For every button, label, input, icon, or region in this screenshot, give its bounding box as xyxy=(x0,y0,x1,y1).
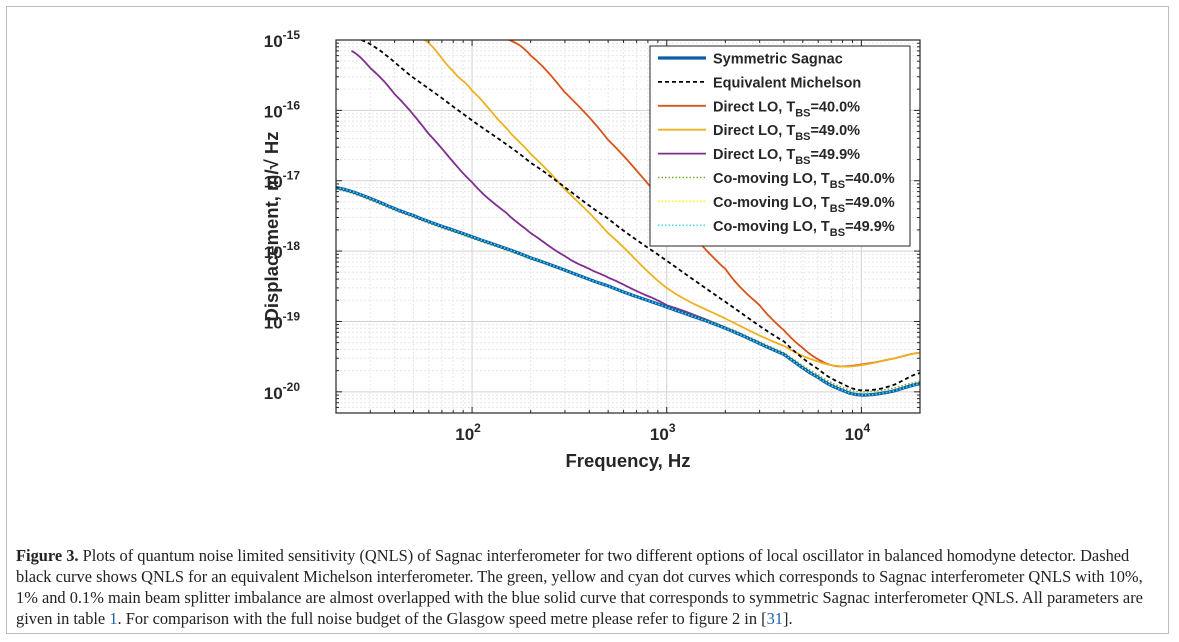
legend-entry-label: Symmetric Sagnac xyxy=(713,52,843,68)
legend: Symmetric Sagnac Equivalent Michelson Dire… xyxy=(649,45,911,247)
y-tick-label: 10-15 xyxy=(264,28,301,51)
legend-entry-label: Direct LO, T xyxy=(713,123,795,139)
y-tick-base: 10 xyxy=(264,102,283,121)
y-tick-exponent: -20 xyxy=(283,380,301,394)
x-tick-base: 10 xyxy=(845,425,864,444)
legend-entry-value: =49.9% xyxy=(845,219,895,235)
legend-entry-value: =40.0% xyxy=(845,171,895,187)
legend-entry-subscript: BS xyxy=(795,155,810,167)
y-tick-exponent: -19 xyxy=(283,309,301,323)
y-tick-exponent: -17 xyxy=(283,169,301,183)
legend-entry: Co-moving LO, TBS=49.0% xyxy=(713,195,895,215)
y-tick-label: 10-17 xyxy=(264,169,301,192)
y-tick-label: 10-16 xyxy=(264,98,301,121)
legend-entry-value: =49.0% xyxy=(845,195,895,211)
x-tick-label: 102 xyxy=(455,421,481,444)
legend-entry-label: Direct LO, T xyxy=(713,99,795,115)
legend-entry-subscript: BS xyxy=(830,203,845,215)
y-tick-exponent: -18 xyxy=(283,239,301,253)
ticks xyxy=(335,40,921,414)
plot-border xyxy=(335,39,921,414)
y-tick-base: 10 xyxy=(264,173,283,192)
legend-entry-label: Co-moving LO, T xyxy=(713,171,830,187)
y-tick-exponent: -15 xyxy=(283,28,301,42)
series-layer xyxy=(336,40,920,397)
y-tick-label: 10-18 xyxy=(264,239,301,262)
legend-entry-subscript: BS xyxy=(795,131,810,143)
y-tick-base: 10 xyxy=(264,243,283,262)
legend-entry: Equivalent Michelson xyxy=(713,75,861,91)
legend-entry-subscript: BS xyxy=(795,107,810,119)
x-tick-exponent: 2 xyxy=(474,421,481,435)
legend-entry-value: =49.0% xyxy=(810,123,860,139)
x-tick-exponent: 4 xyxy=(864,421,871,435)
plot-canvas: 102 103 10410-1510-1610-1710-1810-1910-20 … xyxy=(261,28,921,471)
caption-text-end: ]. xyxy=(782,609,793,628)
y-tick-base: 10 xyxy=(264,32,283,51)
legend-entry-value: =49.9% xyxy=(810,147,860,163)
legend-entry-value: =40.0% xyxy=(810,99,860,115)
y-tick-label: 10-19 xyxy=(264,309,301,332)
x-axis-label: Frequency, Hz xyxy=(565,450,690,471)
legend-entry-label: Co-moving LO, T xyxy=(713,219,830,235)
y-axis-label: Displacement, m/√ Hz xyxy=(261,131,282,321)
legend-entry: Direct LO, TBS=40.0% xyxy=(713,99,860,119)
citation-link[interactable]: 31 xyxy=(766,609,783,628)
legend-entry-subscript: BS xyxy=(830,227,845,239)
legend-entry: Symmetric Sagnac xyxy=(713,52,843,68)
caption-text-continued: . For comparison with the full noise bud… xyxy=(117,609,767,628)
series-line-1 xyxy=(361,40,920,392)
x-tick-label: 103 xyxy=(650,421,676,444)
legend-entry-label: Direct LO, T xyxy=(713,147,795,163)
caption-text: Plots of quantum noise limited sensitivi… xyxy=(16,546,1143,628)
series-line-7 xyxy=(336,186,920,396)
legend-entry-label: Equivalent Michelson xyxy=(713,75,861,91)
legend-entry: Direct LO, TBS=49.0% xyxy=(713,123,860,143)
y-tick-base: 10 xyxy=(264,384,283,403)
x-tick-base: 10 xyxy=(650,425,669,444)
series-line-3 xyxy=(424,40,920,368)
x-tick-label: 104 xyxy=(845,421,871,444)
y-tick-base: 10 xyxy=(264,313,283,332)
figure-caption: Figure 3. Plots of quantum noise limited… xyxy=(16,545,1156,629)
x-tick-exponent: 3 xyxy=(669,421,676,435)
legend-entry-subscript: BS xyxy=(830,179,845,191)
y-tick-label: 10-20 xyxy=(264,380,301,403)
legend-entry: Co-moving LO, TBS=49.9% xyxy=(713,219,895,239)
y-tick-exponent: -16 xyxy=(283,98,301,112)
legend-entry-label: Co-moving LO, T xyxy=(713,195,830,211)
grid xyxy=(335,40,921,414)
legend-entry: Direct LO, TBS=49.9% xyxy=(713,147,860,167)
legend-entry: Co-moving LO, TBS=40.0% xyxy=(713,171,895,191)
x-tick-base: 10 xyxy=(455,425,474,444)
table-reference-link[interactable]: 1 xyxy=(109,609,118,628)
legend-box xyxy=(649,45,911,247)
caption-label: Figure 3. xyxy=(16,546,79,565)
